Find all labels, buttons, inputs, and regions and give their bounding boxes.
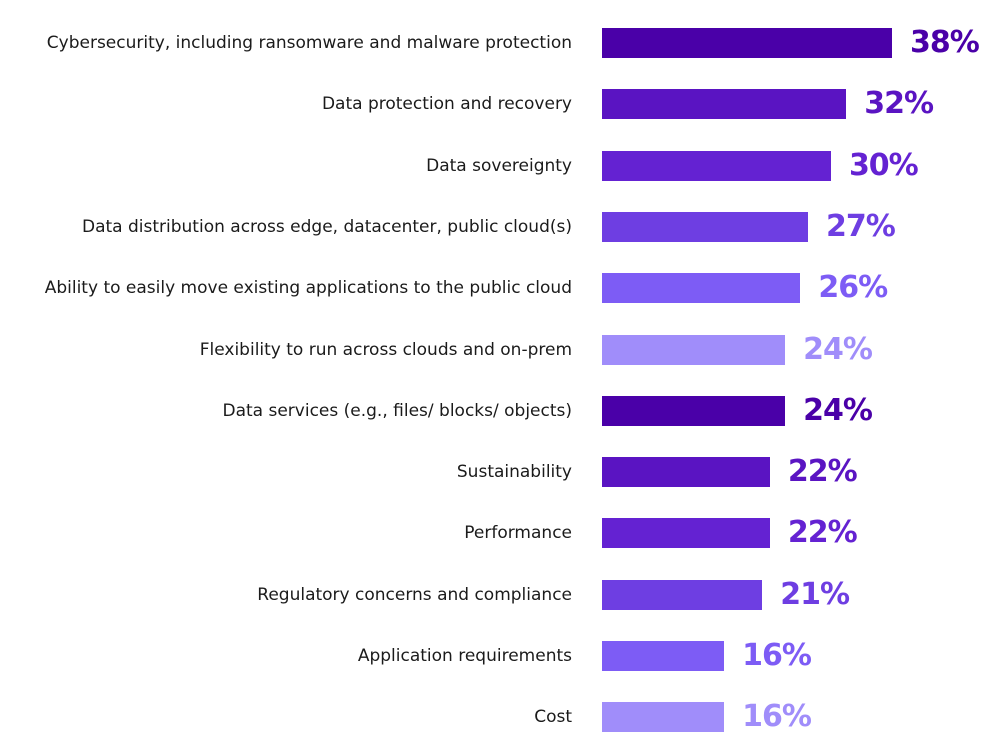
bar [602,211,809,242]
category-label: Flexibility to run across clouds and on-… [199,339,572,360]
category-label: Data services (e.g., files/ blocks/ obje… [222,400,573,421]
value-label: 27% [826,208,896,244]
value-label: 32% [864,86,934,122]
category-label: Performance [464,523,572,544]
bar [602,641,725,671]
bar [602,150,831,181]
category-label: Application requirements [357,646,572,666]
bar [602,457,770,488]
category-label: Data distribution across edge, datacente… [82,216,572,237]
value-label: 22% [787,454,858,490]
value-label: 24% [803,331,873,367]
category-label: Cost [534,707,572,728]
value-label: 24% [803,392,873,428]
value-label: 38% [910,25,980,60]
bar [602,579,763,610]
value-label: 16% [742,638,812,673]
category-label: Sustainability [456,462,572,483]
value-label: 30% [848,147,919,183]
category-label: Data sovereignty [426,155,572,176]
bar [602,89,847,120]
bar [602,702,725,733]
value-label: 16% [742,699,812,735]
value-label: 22% [787,515,858,551]
bar [602,334,786,365]
bar [602,518,770,549]
value-label: 21% [780,576,850,612]
category-label: Regulatory concerns and compliance [257,584,572,605]
bar [602,395,786,426]
value-label: 26% [818,270,888,306]
bar [602,273,801,304]
category-label: Cybersecurity, including ransomware and … [46,33,572,53]
category-label: Data protection and recovery [321,94,572,115]
category-label: Ability to easily move existing applicat… [44,278,572,299]
bar [602,28,892,58]
